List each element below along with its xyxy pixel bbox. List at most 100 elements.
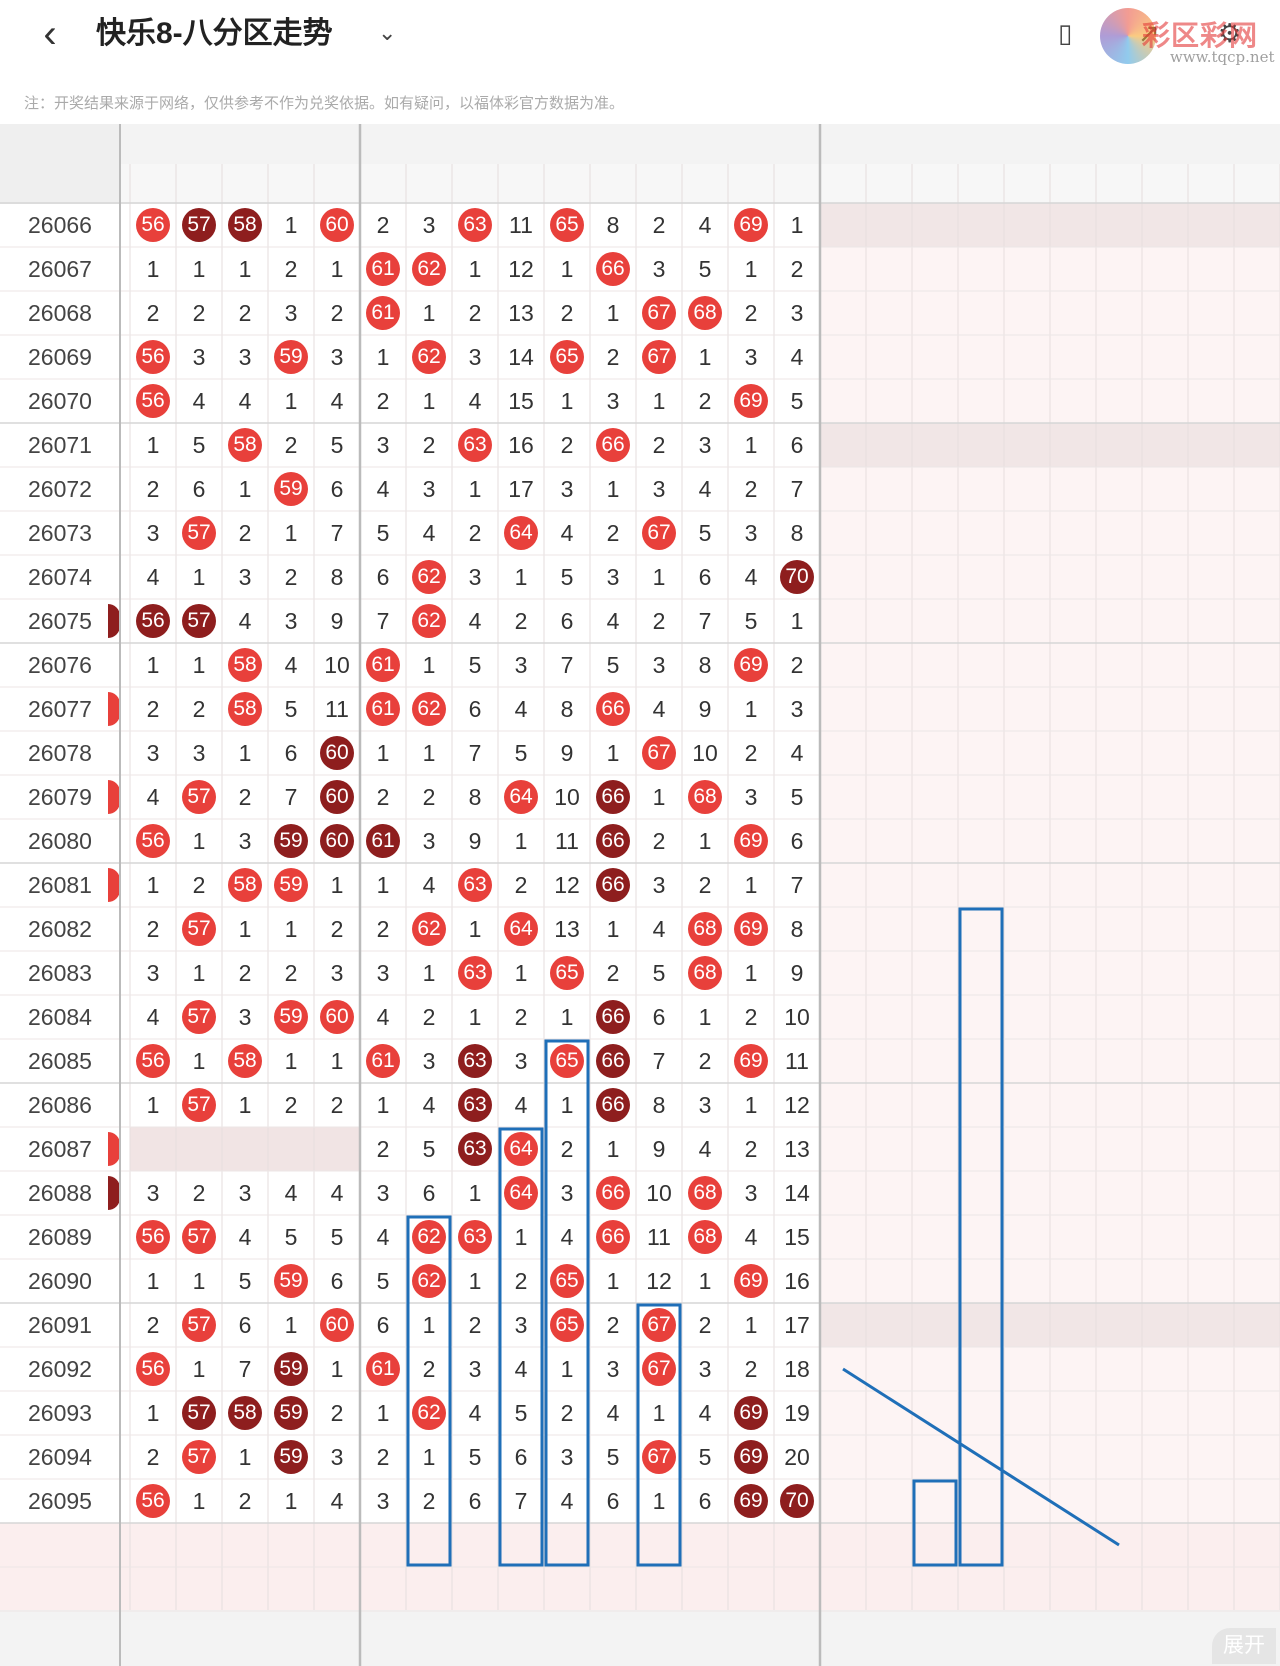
selectable-number[interactable]: 58: [232, 1576, 258, 1602]
selected-number-ball[interactable]: 77: [1102, 1528, 1136, 1562]
selectable-number[interactable]: 75: [1014, 1532, 1040, 1558]
selectable-number[interactable]: 80: [1244, 1576, 1270, 1602]
selected-number-ball[interactable]: 74: [964, 1528, 998, 1562]
selectable-number[interactable]: 65: [554, 1576, 580, 1602]
selectable-number[interactable]: 57: [186, 1576, 212, 1602]
screen-rotate-icon[interactable]: ▯: [1058, 18, 1073, 48]
selectable-number[interactable]: 80: [1244, 1532, 1270, 1558]
selectable-number[interactable]: 64: [508, 1576, 534, 1602]
drawn-number-ball: 80: [1240, 1176, 1274, 1210]
selectable-number[interactable]: 63: [462, 1576, 488, 1602]
drawn-number-ball: 74: [964, 912, 998, 946]
selected-number-ball[interactable]: 65: [550, 1528, 584, 1562]
selectable-number[interactable]: 75: [1014, 1576, 1040, 1602]
selectable-number[interactable]: 79: [1198, 1532, 1224, 1558]
select-radio-icon[interactable]: [14, 1531, 42, 1559]
selectable-number[interactable]: 59: [278, 1576, 304, 1602]
page-title[interactable]: 快乐8-八分区走势: [96, 17, 333, 50]
selectable-number[interactable]: 60: [324, 1576, 350, 1602]
omission-count: 2: [1066, 1224, 1080, 1250]
selectable-number[interactable]: 78: [1152, 1532, 1178, 1558]
selectable-number[interactable]: 71: [830, 1532, 856, 1558]
selectable-number[interactable]: 79: [1198, 1576, 1224, 1602]
selectable-number[interactable]: 71: [830, 1576, 856, 1602]
selectable-number[interactable]: 73: [922, 1576, 948, 1602]
selectable-number[interactable]: 78: [1152, 1576, 1178, 1602]
drawn-number-ball: 59: [274, 1000, 308, 1034]
settings-icon[interactable]: ⚙: [1218, 18, 1242, 48]
selectable-number[interactable]: 74: [968, 1576, 994, 1602]
drawn-number-ball: 61: [366, 1044, 400, 1078]
selectable-number[interactable]: 70: [784, 1576, 810, 1602]
selectable-number[interactable]: 76: [1060, 1576, 1086, 1602]
column-header: 58: [232, 172, 258, 198]
omission-count: 1: [974, 344, 988, 370]
sort-icon[interactable]: ▲ ▼: [89, 149, 101, 175]
omission-count: 1: [652, 388, 666, 414]
select-row-label[interactable]: 选号: [56, 1532, 102, 1558]
selectable-number[interactable]: 68: [692, 1532, 718, 1558]
selectable-number[interactable]: 62: [416, 1576, 442, 1602]
omission-count: 1: [1066, 564, 1080, 590]
selected-number-ball[interactable]: 67: [642, 1528, 676, 1562]
selectable-number[interactable]: 67: [646, 1576, 672, 1602]
omission-count: 4: [330, 1488, 344, 1514]
omission-count: 4: [560, 1488, 574, 1514]
omission-count: 4: [974, 1180, 988, 1206]
selectable-number[interactable]: 61: [370, 1532, 396, 1558]
omission-count: 1: [836, 608, 850, 634]
omission-count: 3: [882, 256, 896, 282]
select-radio-icon[interactable]: [14, 1575, 42, 1603]
selectable-number[interactable]: 58: [232, 1532, 258, 1558]
drawn-number-ball: 64: [504, 1176, 538, 1210]
omission-count: 4: [790, 344, 804, 370]
omission-count: 6: [606, 1488, 620, 1514]
back-chevron-icon[interactable]: ‹: [43, 12, 57, 56]
selectable-number[interactable]: 76: [1060, 1532, 1086, 1558]
omission-count: 3: [882, 960, 896, 986]
selectable-number[interactable]: 63: [462, 1532, 488, 1558]
selectable-number[interactable]: 72: [876, 1576, 902, 1602]
selectable-number[interactable]: 61: [370, 1576, 396, 1602]
selected-number-ball[interactable]: 62: [412, 1528, 446, 1562]
selectable-number[interactable]: 59: [278, 1532, 304, 1558]
selectable-number[interactable]: 66: [600, 1532, 626, 1558]
drawn-number-ball: 60: [320, 736, 354, 770]
omission-count: 2: [1112, 476, 1126, 502]
selectable-number[interactable]: 77: [1106, 1576, 1132, 1602]
selectable-number[interactable]: 66: [600, 1576, 626, 1602]
selectable-number[interactable]: 72: [876, 1532, 902, 1558]
period-label: 26093: [28, 1400, 92, 1426]
drawn-number-ball: 66: [596, 1044, 630, 1078]
omission-count: 10: [1014, 1400, 1040, 1426]
selected-number-ball[interactable]: 73: [918, 1528, 952, 1562]
selected-number-ball[interactable]: 64: [504, 1528, 538, 1562]
select-row-label[interactable]: 选号: [56, 1576, 102, 1602]
selectable-number[interactable]: 69: [738, 1576, 764, 1602]
omission-count: 3: [1020, 916, 1034, 942]
omission-count: 9: [1204, 1488, 1218, 1514]
expand-button[interactable]: 展开: [1212, 1628, 1276, 1664]
footer-zone-label: 七区: [567, 1618, 613, 1644]
omission-count: 2: [652, 608, 666, 634]
selectable-number[interactable]: 69: [738, 1532, 764, 1558]
omission-count: 1: [1204, 564, 1218, 590]
selectable-number[interactable]: 70: [784, 1532, 810, 1558]
omission-count: 2: [468, 300, 482, 326]
drawn-number-ball: 60: [320, 780, 354, 814]
omission-count: 1: [146, 872, 160, 898]
drawn-number-ball: 66: [596, 1000, 630, 1034]
chevron-down-icon[interactable]: ⌄: [378, 20, 397, 45]
drawn-number-ball: 56: [136, 340, 170, 374]
omission-count: 1: [606, 1268, 620, 1294]
selectable-number[interactable]: 68: [692, 1576, 718, 1602]
omission-count: 6: [1020, 1224, 1034, 1250]
omission-count: 1: [284, 520, 298, 546]
selectable-number[interactable]: 56: [140, 1576, 166, 1602]
selectable-number[interactable]: 57: [186, 1532, 212, 1558]
omission-count: 1: [468, 1268, 482, 1294]
omission-count: 9: [560, 740, 574, 766]
selectable-number[interactable]: 56: [140, 1532, 166, 1558]
omission-count: 2: [1112, 740, 1126, 766]
selectable-number[interactable]: 60: [324, 1532, 350, 1558]
